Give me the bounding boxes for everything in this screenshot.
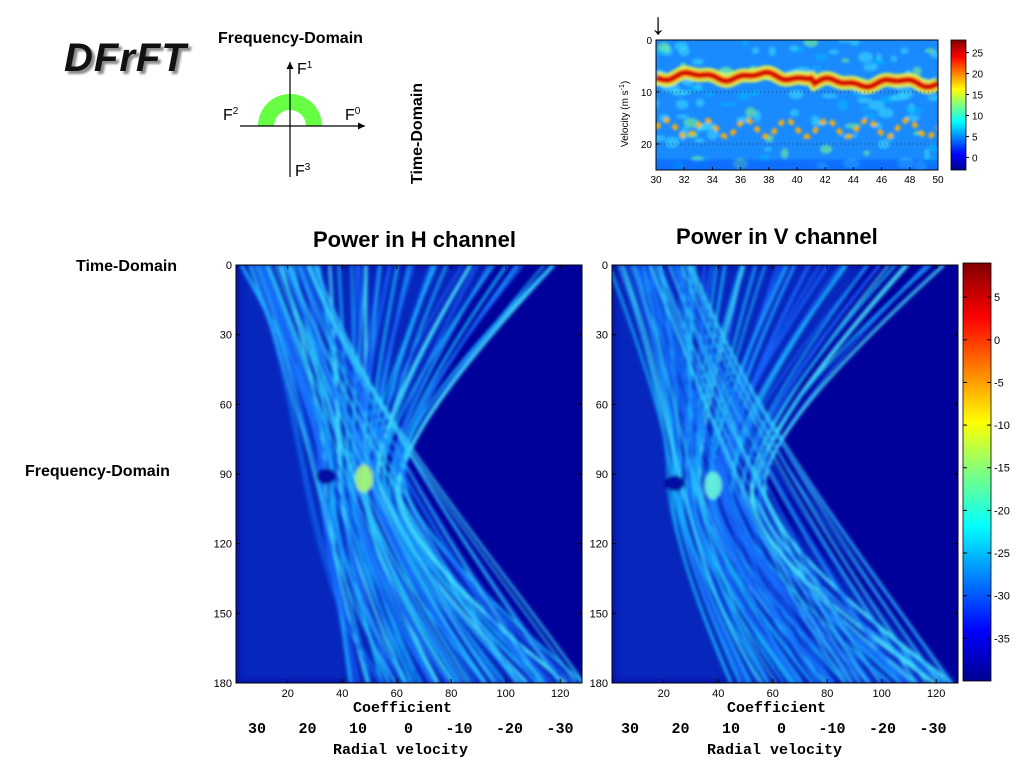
spectrogram-colorbar-tick: 0 <box>972 153 978 164</box>
spectrogram-colorbar-tick: 25 <box>972 49 984 60</box>
radial-velocity-tick: 30 <box>247 721 266 738</box>
spectrogram-colorbar <box>950 39 967 171</box>
colorbar-tick-label: -5 <box>994 377 1004 389</box>
x-tick-label: 40 <box>712 688 724 700</box>
colorbar-tick-label: 5 <box>994 292 1000 304</box>
spectrogram-colorbar-tick: 10 <box>972 111 984 122</box>
spectrogram-x-tick: 38 <box>763 175 775 186</box>
h-channel-title: Power in H channel <box>313 227 516 252</box>
radial-velocity-tick: 0 <box>403 721 413 738</box>
spectrogram-y-tick: 20 <box>641 140 653 151</box>
spectrogram-image <box>656 40 938 170</box>
x-tick-label: 100 <box>497 688 515 700</box>
diagram-side-label: Time-Domain <box>409 83 426 184</box>
time-domain-label: Time-Domain <box>76 258 178 275</box>
y-tick-label: 0 <box>226 260 232 272</box>
x-tick-label: 120 <box>927 688 945 700</box>
h-radial-velocity-label: Radial velocity <box>333 742 469 759</box>
label-f2: F2 <box>223 106 239 124</box>
radial-velocity-tick: 30 <box>620 721 639 738</box>
y-tick-label: 30 <box>596 330 608 342</box>
spectrogram-x-tick: 30 <box>650 175 662 186</box>
spectrogram-y-tick: 0 <box>646 36 652 47</box>
y-tick-label: 30 <box>220 330 232 342</box>
radial-velocity-tick: 0 <box>776 721 786 738</box>
h-coefficient-label: Coefficient <box>353 700 453 717</box>
spectrogram-x-tick: 48 <box>904 175 916 186</box>
y-tick-label: 0 <box>602 260 608 272</box>
y-tick-label: 150 <box>590 608 608 620</box>
spectrogram-colorbar-tick: 15 <box>972 91 984 102</box>
radial-velocity-tick: -30 <box>919 721 947 738</box>
radial-velocity-tick: -20 <box>495 721 523 738</box>
spectrogram-x-tick: 44 <box>848 175 860 186</box>
label-f3: F3 <box>295 162 311 180</box>
y-tick-label: 120 <box>590 539 608 551</box>
radial-velocity-tick: 20 <box>298 721 317 738</box>
v-channel-image <box>612 265 958 683</box>
power-colorbar <box>962 262 992 682</box>
y-tick-label: 180 <box>214 678 232 690</box>
frequency-domain-label: Frequency-Domain <box>25 463 170 480</box>
colorbar-tick-label: -35 <box>994 633 1010 645</box>
spectrogram-y-tick: 10 <box>641 88 653 99</box>
y-tick-label: 150 <box>214 608 232 620</box>
logo-title: DFrFT <box>64 36 187 80</box>
y-tick-label: 90 <box>596 469 608 481</box>
y-tick-label: 60 <box>596 399 608 411</box>
x-tick-label: 40 <box>336 688 348 700</box>
x-tick-label: 80 <box>821 688 833 700</box>
spectrogram-x-tick: 40 <box>791 175 803 186</box>
spectrogram-x-tick: 34 <box>707 175 719 186</box>
v-channel-title: Power in V channel <box>676 224 878 249</box>
spectrogram-x-tick: 50 <box>932 175 944 186</box>
radial-velocity-tick: -10 <box>818 721 846 738</box>
y-tick-label: 120 <box>214 539 232 551</box>
frft-diagram: F1 F2 F0 F3 <box>223 60 365 180</box>
power-panels: 20 40 60 80 100 120 0 30 60 90 120 150 180 20 40 60 80 1… <box>214 260 1010 700</box>
x-tick-label: 60 <box>391 688 403 700</box>
label-f1: F1 <box>297 60 313 78</box>
v-radial-velocity-label: Radial velocity <box>707 742 843 759</box>
x-tick-label: 120 <box>551 688 569 700</box>
x-tick-label: 80 <box>445 688 457 700</box>
colorbar-tick-label: -20 <box>994 505 1010 517</box>
y-tick-label: 180 <box>590 678 608 690</box>
x-tick-label: 60 <box>767 688 779 700</box>
spectrogram-ylabel: Velocity (m s-1) <box>619 81 631 147</box>
spectrogram-x-tick: 46 <box>876 175 888 186</box>
spectrogram-x-tick: 32 <box>679 175 691 186</box>
radial-velocity-tick: 10 <box>348 721 367 738</box>
radial-velocity-tick: -30 <box>546 721 574 738</box>
v-coefficient-label: Coefficient <box>727 700 827 717</box>
y-tick-label: 60 <box>220 399 232 411</box>
label-f0: F0 <box>345 106 361 124</box>
spectrogram-x-tick: 36 <box>735 175 747 186</box>
colorbar-tick-label: -10 <box>994 420 1010 432</box>
colorbar-tick-label: -15 <box>994 463 1010 475</box>
spectrogram-x-tick: 42 <box>820 175 832 186</box>
spectrogram-colorbar-tick: 5 <box>972 132 978 143</box>
y-tick-label: 90 <box>220 469 232 481</box>
time-marker-arrow: ↓ <box>651 8 666 41</box>
colorbar-tick-label: 0 <box>994 335 1000 347</box>
x-tick-label: 20 <box>282 688 294 700</box>
radial-velocity-tick: -20 <box>868 721 896 738</box>
radial-velocity-tick: 20 <box>671 721 690 738</box>
radial-velocity-tick: -10 <box>445 721 473 738</box>
x-tick-label: 100 <box>873 688 891 700</box>
diagram-title: Frequency-Domain <box>218 30 363 47</box>
spectrogram-colorbar-tick: 20 <box>972 70 984 81</box>
h-channel-image <box>236 265 582 683</box>
x-tick-label: 20 <box>658 688 670 700</box>
radial-velocity-tick: 10 <box>721 721 740 738</box>
colorbar-tick-label: -30 <box>994 591 1010 603</box>
svg-text:Time-Domain: Time-Domain <box>409 83 426 184</box>
colorbar-tick-label: -25 <box>994 548 1010 560</box>
